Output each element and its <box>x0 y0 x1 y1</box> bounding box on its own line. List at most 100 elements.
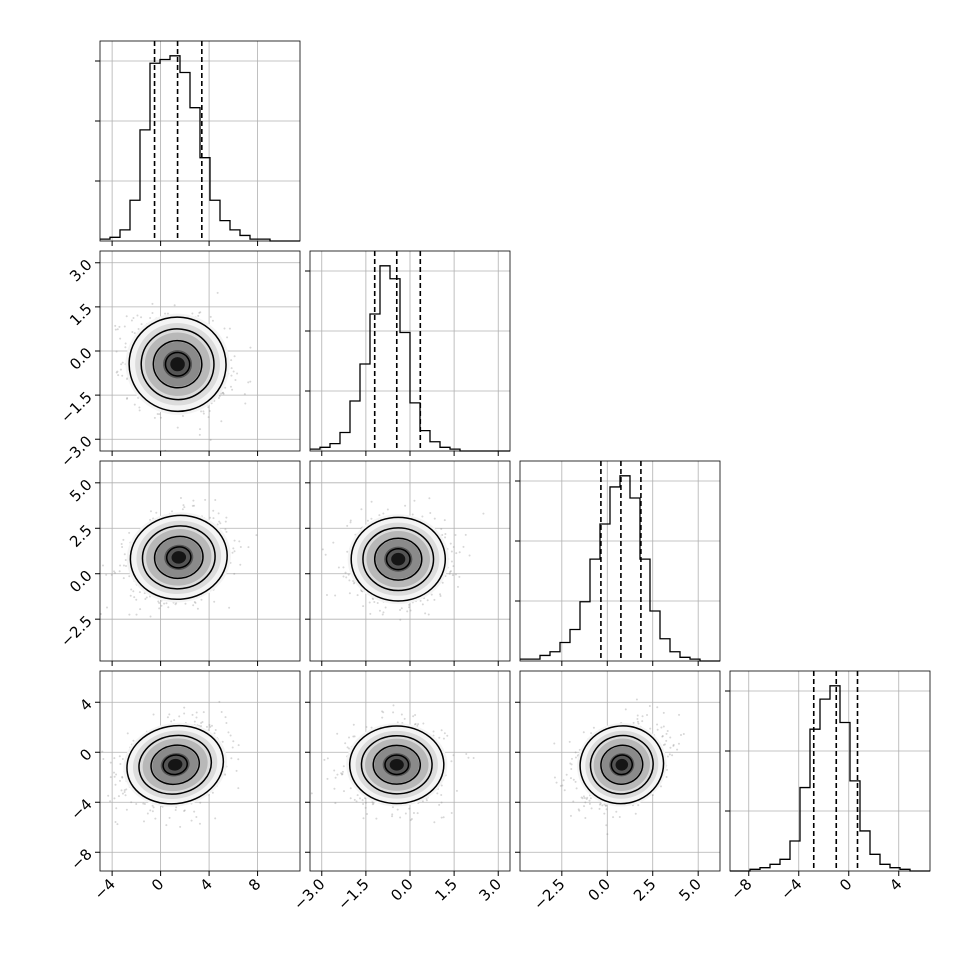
scatter-point <box>618 816 621 819</box>
scatter-point <box>153 416 156 419</box>
scatter-point <box>151 804 154 807</box>
scatter-point <box>160 604 163 607</box>
scatter-point <box>121 775 124 778</box>
scatter-point <box>207 406 210 409</box>
scatter-point <box>212 517 215 520</box>
scatter-point <box>439 595 442 598</box>
density-level <box>167 758 183 771</box>
scatter-point <box>202 410 205 413</box>
panel-frame <box>729 670 931 872</box>
scatter-point <box>444 533 447 536</box>
scatter-point <box>361 799 364 802</box>
scatter-point <box>348 592 351 595</box>
scatter-point <box>222 391 225 394</box>
scatter-point <box>124 346 127 349</box>
scatter-point <box>347 573 350 576</box>
scatter-point <box>139 608 142 611</box>
scatter-point <box>152 713 155 716</box>
scatter-point <box>406 610 409 613</box>
scatter-point <box>370 726 373 729</box>
scatter-point <box>421 800 424 803</box>
scatter-point <box>116 328 119 331</box>
scatter-point <box>118 755 121 758</box>
scatter-point <box>438 736 441 739</box>
scatter-point <box>455 789 458 792</box>
scatter-point <box>181 414 184 417</box>
scatter-point <box>142 802 145 805</box>
scatter-point <box>209 725 212 728</box>
scatter-point <box>115 371 118 374</box>
scatter-point <box>214 729 217 732</box>
scatter-point <box>114 328 117 331</box>
scatter-point <box>452 754 455 757</box>
scatter-point <box>193 600 196 603</box>
scatter-panel-1-2 <box>305 460 511 666</box>
contour-line <box>162 754 188 776</box>
contour-line <box>373 537 423 581</box>
scatter-point <box>391 815 394 818</box>
scatter-point <box>346 746 349 749</box>
scatter-point <box>399 816 402 819</box>
scatter-point <box>130 319 133 322</box>
scatter-point <box>93 800 95 802</box>
scatter-point <box>109 800 112 803</box>
scatter-point <box>371 803 374 806</box>
density-level <box>170 357 185 372</box>
scatter-point <box>174 603 177 606</box>
scatter-point <box>146 812 149 815</box>
scatter-point <box>333 769 336 772</box>
scatter-point <box>165 602 168 605</box>
scatter-point <box>113 757 116 760</box>
scatter-point <box>149 317 152 320</box>
scatter-point <box>133 403 136 406</box>
contour-line <box>360 734 433 795</box>
density-level <box>389 758 404 771</box>
scatter-point <box>224 716 227 719</box>
scatter-point <box>421 603 424 606</box>
scatter-point <box>450 550 453 553</box>
scatter-point <box>598 807 601 810</box>
scatter-point <box>427 613 430 616</box>
scatter-point <box>209 516 212 519</box>
scatter-point <box>230 367 233 370</box>
contour-line <box>126 724 225 805</box>
contour-line <box>165 546 192 569</box>
scatter-point <box>120 363 123 366</box>
scatter-point <box>588 799 591 802</box>
scatter-point <box>440 793 443 796</box>
scatter-point <box>228 606 231 609</box>
scatter-point <box>412 715 415 718</box>
scatter-point <box>114 324 117 327</box>
scatter-point <box>208 410 211 413</box>
scatter-point <box>352 735 355 738</box>
scatter-point <box>399 618 402 621</box>
scatter-panel-0-3: −4 0 4 8−8−404 <box>67 670 301 903</box>
scatter-point <box>360 508 363 511</box>
scatter-point <box>438 803 441 806</box>
scatter-point <box>416 724 419 727</box>
scatter-point <box>210 724 213 727</box>
scatter-point <box>124 794 127 797</box>
scatter-point <box>121 374 124 377</box>
scatter-point <box>214 817 217 820</box>
scatter-point <box>368 601 371 604</box>
scatter-point <box>237 787 240 790</box>
scatter-point <box>441 534 444 537</box>
scatter-point <box>116 370 119 373</box>
panel-content <box>310 704 475 824</box>
scatter-point <box>336 732 339 735</box>
scatter-point <box>449 570 452 573</box>
scatter-point <box>433 598 436 601</box>
scatter-point <box>122 577 125 580</box>
scatter-point <box>249 380 252 383</box>
contour-line <box>152 339 203 389</box>
panel-content <box>100 497 258 618</box>
scatter-point <box>231 746 234 749</box>
scatter-point <box>201 720 204 723</box>
x-tick-label: −4 <box>91 875 119 903</box>
scatter-point <box>138 409 141 412</box>
scatter-point <box>468 554 471 557</box>
scatter-point <box>413 499 416 502</box>
scatter-point <box>321 548 324 551</box>
